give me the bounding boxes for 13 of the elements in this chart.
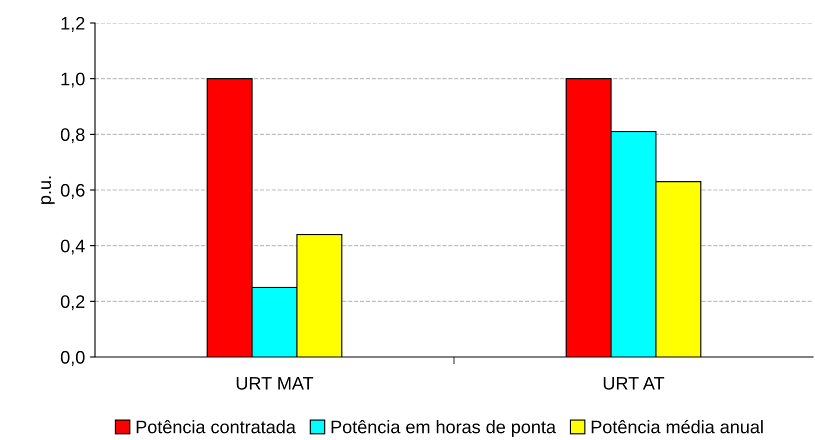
legend-label: Potência contratada — [136, 420, 296, 434]
y-tick-label: 1,2 — [62, 16, 84, 32]
y-tick-label: 0,8 — [60, 128, 84, 144]
x-tick-label: URT AT — [604, 377, 664, 390]
legend-label: Potência em horas de ponta — [332, 420, 556, 437]
x-tick-label: URT MAT — [236, 377, 314, 390]
legend-label: Potência média anual — [592, 420, 763, 434]
y-tick-label: 0,2 — [60, 295, 84, 310]
y-axis-title: p.u. — [41, 176, 55, 204]
y-tick-label: 1,0 — [62, 72, 85, 88]
y-tick-label: 0,0 — [60, 350, 85, 366]
y-tick-label: 0,6 — [60, 184, 84, 199]
y-tick-label: 0,4 — [60, 240, 85, 255]
